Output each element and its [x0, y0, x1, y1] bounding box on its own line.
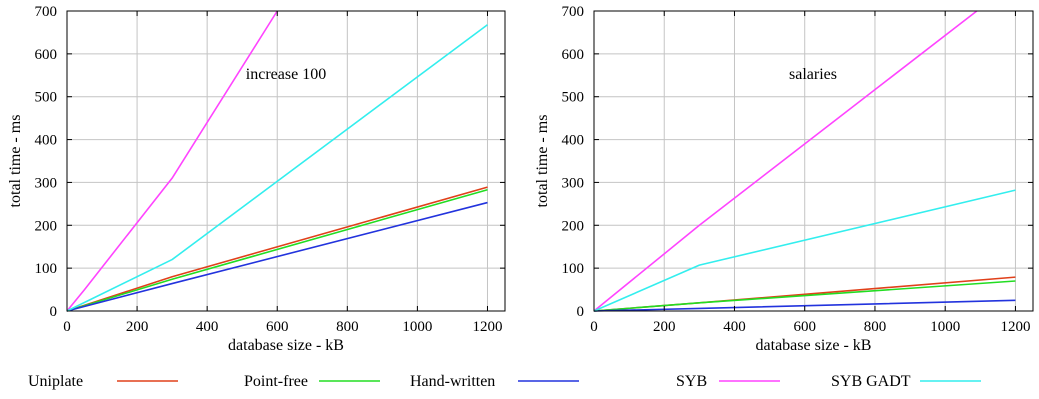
- x-tick-label: 1200: [1000, 319, 1030, 335]
- x-tick-label: 400: [196, 319, 219, 335]
- plot-frame: [593, 10, 1034, 312]
- series-line-syb-gadt: [66, 24, 488, 312]
- y-tick-label: 300: [562, 175, 585, 191]
- x-tick-label: 400: [723, 319, 746, 335]
- x-tick-label: 800: [864, 319, 887, 335]
- y-tick-label: 700: [35, 4, 58, 20]
- x-tick-label: 1000: [402, 319, 432, 335]
- chart-panel-1: 0 200 400 600 800 1000 1200 0 100 200 300 400 500 600…: [7, 4, 506, 354]
- x-tick-label: 200: [653, 319, 676, 335]
- legend: Uniplate Point-free Hand-written SYB SYB GAD…: [28, 373, 981, 390]
- legend-item-syb-gadt: SYB GADT: [831, 373, 981, 390]
- x-tick-label: 800: [336, 319, 359, 335]
- plot-frame: [66, 10, 506, 312]
- x-tick-label: 1000: [930, 319, 960, 335]
- legend-item-uniplate: Uniplate: [28, 373, 178, 390]
- y-tick-label: 100: [562, 261, 585, 277]
- chart-annotation: increase 100: [246, 66, 326, 83]
- series-line-uniplate: [66, 186, 488, 312]
- y-tick-label: 200: [35, 218, 58, 234]
- series-line-hand-written: [593, 299, 1016, 312]
- x-tick-label: 600: [793, 319, 816, 335]
- legend-label: Hand-written: [410, 373, 495, 390]
- x-axis-title: database size - kB: [756, 337, 872, 354]
- y-tick-label: 300: [35, 175, 58, 191]
- y-axis-title: total time - ms: [534, 115, 551, 208]
- x-axis-title: database size - kB: [228, 337, 344, 354]
- legend-label: SYB: [676, 373, 707, 390]
- legend-label: SYB GADT: [831, 373, 911, 390]
- y-tick-label: 200: [562, 218, 585, 234]
- y-tick-label: 500: [562, 90, 585, 106]
- y-tick-label: 500: [35, 90, 58, 106]
- chart-panel-2: 0 200 400 600 800 1000 1200 0 100 200 300 400 500 600…: [534, 4, 1034, 354]
- series-line-hand-written: [66, 201, 488, 312]
- y-tick-label: 0: [50, 304, 58, 320]
- y-tick-label: 600: [562, 47, 585, 63]
- series-line-point-free: [66, 188, 488, 312]
- series-line-point-free: [593, 280, 1016, 312]
- legend-item-hand-written: Hand-written: [410, 373, 579, 390]
- chart-annotation: salaries: [789, 66, 837, 83]
- x-tick-label: 0: [63, 319, 71, 335]
- y-tick-label: 600: [35, 47, 58, 63]
- legend-label: Point-free: [244, 373, 308, 390]
- x-tick-label: 200: [126, 319, 149, 335]
- y-tick-label: 100: [35, 261, 58, 277]
- legend-item-point-free: Point-free: [244, 373, 380, 390]
- y-tick-label: 400: [35, 133, 58, 149]
- y-axis-title: total time - ms: [7, 115, 24, 208]
- y-tick-label: 700: [562, 4, 585, 20]
- series-line-syb: [593, 10, 978, 312]
- series-line-syb-gadt: [593, 189, 1016, 312]
- legend-item-syb: SYB: [676, 373, 780, 390]
- x-tick-label: 600: [266, 319, 289, 335]
- y-tick-label: 0: [577, 304, 585, 320]
- series-line-syb: [66, 10, 278, 312]
- legend-label: Uniplate: [28, 373, 83, 390]
- x-tick-label: 0: [590, 319, 598, 335]
- x-tick-label: 1200: [472, 319, 502, 335]
- y-tick-label: 400: [562, 133, 585, 149]
